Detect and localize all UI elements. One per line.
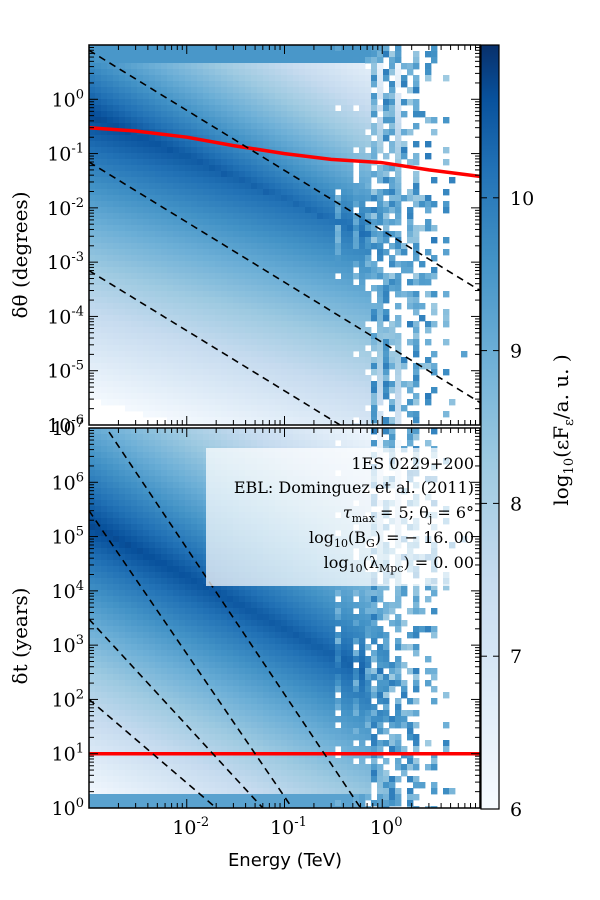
top-red-curve [89,125,480,179]
x-tick-label: 10-1 [270,815,307,839]
bottom-dashed-line-4 [89,698,217,808]
bottom-y-tick-label: 102 [52,687,84,711]
annotation-lambda: log10(λMpc) = 0. 00 [324,553,474,575]
colorbar-tick-label: 10 [510,188,534,210]
top-y-axis-label: δθ (degrees) [8,192,32,319]
top-dashed-line-2 [89,161,480,404]
colorbar-tick-label: 8 [510,493,522,515]
annotation-source: 1ES 0229+200 [351,454,474,473]
top-plot-frame [88,44,481,426]
bottom-y-tick-label: 106 [52,470,84,494]
colorbar: 6 7 8 9 10 log10(εFε/a. u. ) [480,44,577,821]
x-tick-label: 10-2 [172,815,209,839]
colorbar-tick-label: 9 [510,341,522,363]
x-axis-label: Energy (TeV) [228,850,342,871]
colorbar-tick-label: 6 [510,799,522,821]
bottom-y-tick-label: 101 [52,742,84,766]
annotation-bfield: log10(BG) = − 16. 00 [309,528,474,550]
annotation-tau-theta: τmax = 5; θj = 6° [343,503,474,525]
top-y-tick-label: 10-6 [47,413,84,437]
bottom-y-axis-label: δt (years) [8,588,32,685]
top-dashed-line-3 [89,269,342,425]
annotation-box: 1ES 0229+200 EBL: Dominguez et al. (2011… [206,448,480,586]
colorbar-ticks: 6 7 8 9 10 [481,188,534,821]
bottom-curves [89,428,480,808]
top-y-tick-label: 10-1 [47,142,84,166]
top-heatmap [89,45,468,425]
bottom-y-tick-label: 103 [52,633,84,657]
top-y-tick-label: 10-2 [47,196,84,220]
bottom-dashed-line-1 [105,428,362,808]
top-dashed-line-1 [89,49,480,292]
annotation-ebl: EBL: Dominguez et al. (2011) [234,478,474,497]
bottom-plot-frame [88,427,481,809]
top-y-tick-label: 10-5 [47,359,84,383]
bottom-y-tick-label: 100 [52,796,84,820]
axis-ticks [88,44,480,809]
colorbar-label: log10(εFε/a. u. ) [549,354,577,505]
top-y-tick-label: 10-4 [47,304,84,328]
top-y-tick-label: 10-3 [47,250,84,274]
bottom-dashed-line-2 [89,510,293,808]
colorbar-tick-label: 7 [510,646,522,668]
x-tick-label: 100 [370,815,402,839]
bottom-y-tick-label: 105 [52,525,84,549]
colorbar-gradient [480,44,500,810]
bottom-dashed-line-3 [89,618,264,808]
top-y-tick-label: 100 [52,87,84,111]
top-curves [89,49,480,425]
bottom-y-tick-label: 104 [52,579,84,603]
bottom-y-tick-label: 107 [52,416,84,440]
